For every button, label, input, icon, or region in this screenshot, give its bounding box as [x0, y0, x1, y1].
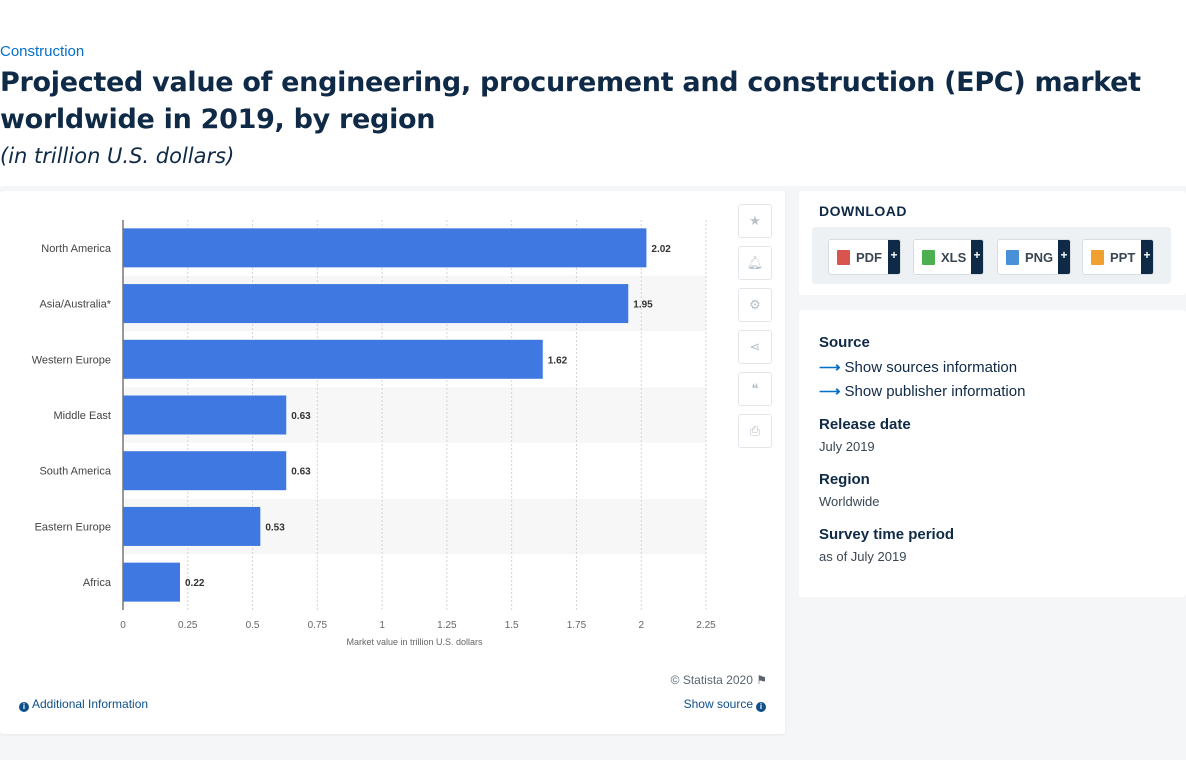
survey-period-heading: Survey time period	[819, 526, 955, 543]
bell-icon: 🔔︎	[746, 255, 764, 270]
xls-file-icon	[922, 249, 935, 265]
favorite-button[interactable]: ★	[738, 204, 772, 238]
download-xls-button[interactable]: XLS +	[913, 239, 984, 275]
x-tick-label: 0	[120, 620, 126, 631]
show-source-link[interactable]: Show source i	[684, 697, 766, 712]
download-xls-label: XLS	[941, 249, 967, 265]
x-axis-title: Market value in trillion U.S. dollars	[346, 637, 483, 647]
plus-icon: +	[971, 240, 983, 274]
print-button[interactable]: ⎙	[738, 414, 772, 448]
category-label: Western Europe	[32, 354, 111, 366]
star-icon: ★	[749, 213, 761, 228]
category-label: Asia/Australia*	[39, 299, 111, 311]
share-button[interactable]: ⋖	[738, 330, 772, 364]
bar[interactable]	[123, 339, 543, 379]
settings-button[interactable]: ⚙	[738, 288, 772, 322]
page-title: Projected value of engineering, procurem…	[0, 67, 1141, 135]
chart-toolbar: ★ 🔔︎ ⚙ ⋖ ❝ ⎙	[738, 204, 772, 456]
bar-value-label: 0.63	[291, 467, 311, 478]
bar[interactable]	[123, 395, 287, 435]
info-icon: i	[756, 702, 766, 712]
copyright-text: © Statista 2020	[670, 673, 753, 687]
page-subtitle: (in trillion U.S. dollars)	[0, 144, 235, 168]
quote-icon: ❝	[751, 381, 759, 396]
region-value: Worldwide	[819, 494, 880, 509]
bar[interactable]	[123, 562, 181, 602]
plus-icon: +	[1141, 240, 1153, 274]
release-date-value: July 2019	[819, 439, 875, 454]
arrow-right-icon: ⟶	[819, 359, 841, 376]
show-sources-label: Show sources information	[844, 359, 1018, 376]
download-pdf-button[interactable]: PDF +	[828, 239, 901, 275]
x-tick-label: 0.5	[246, 620, 260, 631]
x-tick-label: 0.25	[178, 620, 198, 631]
category-label: South America	[39, 466, 111, 478]
chart-card: 0 0.25 0.5 0.75 1 1.25 1.5 1.75 2 2.25 2.02 North A…	[0, 191, 785, 734]
bar-value-label: 2.02	[651, 244, 671, 255]
png-file-icon	[1006, 249, 1019, 265]
x-tick-label: 1.5	[505, 620, 519, 631]
bar-value-label: 0.53	[265, 522, 285, 533]
x-tick-label: 1.25	[437, 620, 457, 631]
show-publisher-label: Show publisher information	[844, 383, 1026, 400]
survey-period-value: as of July 2019	[819, 549, 907, 564]
category-label: Middle East	[54, 410, 111, 422]
bar-value-label: 1.95	[633, 300, 653, 311]
gear-icon: ⚙	[749, 297, 761, 312]
bar[interactable]	[123, 228, 647, 268]
additional-information-label: Additional Information	[32, 697, 149, 711]
show-source-label: Show source	[683, 697, 753, 711]
download-png-label: PNG	[1025, 249, 1054, 265]
notification-button[interactable]: 🔔︎	[738, 246, 772, 280]
x-tick-label: 2	[638, 620, 644, 631]
region-heading: Region	[819, 471, 870, 488]
arrow-right-icon: ⟶	[819, 383, 841, 400]
cite-button[interactable]: ❝	[738, 372, 772, 406]
info-icon: i	[19, 702, 29, 712]
source-heading: Source	[819, 334, 870, 351]
breadcrumb[interactable]: Construction	[0, 43, 85, 60]
flag-icon[interactable]: ⚑	[756, 673, 767, 687]
bar-chart: 0 0.25 0.5 0.75 1 1.25 1.5 1.75 2 2.25 2.02 North A…	[32, 220, 716, 647]
print-icon: ⎙	[749, 423, 761, 438]
x-tick-label: 0.75	[308, 620, 328, 631]
bar[interactable]	[123, 451, 287, 491]
x-tick-label: 1.75	[567, 620, 587, 631]
plus-icon: +	[888, 240, 900, 274]
download-ppt-button[interactable]: PPT +	[1082, 239, 1154, 275]
bar-value-label: 1.62	[548, 355, 568, 366]
bar-value-label: 0.63	[291, 411, 311, 422]
copyright: © Statista 2020 ⚑	[671, 673, 767, 687]
ppt-file-icon	[1091, 249, 1104, 265]
download-ppt-label: PPT	[1110, 249, 1136, 265]
x-tick-label: 1	[379, 620, 385, 631]
download-png-button[interactable]: PNG +	[997, 239, 1071, 275]
x-tick-label: 2.25	[696, 620, 716, 631]
share-icon: ⋖	[749, 339, 761, 354]
additional-information-link[interactable]: i Additional Information	[19, 697, 148, 712]
statistic-info-panel: Source ⟶ Show sources information ⟶ Show p…	[799, 310, 1186, 597]
category-label: North America	[41, 243, 112, 255]
category-label: Africa	[83, 577, 112, 589]
show-publisher-link[interactable]: ⟶ Show publisher information	[819, 382, 1025, 400]
category-label: Eastern Europe	[35, 521, 111, 533]
download-buttons: PDF + XLS + PNG + PPT +	[812, 227, 1171, 284]
bar[interactable]	[123, 284, 629, 324]
download-panel: DOWNLOAD PDF + XLS + PNG + PPT +	[799, 191, 1186, 295]
plus-icon: +	[1058, 240, 1070, 274]
show-sources-link[interactable]: ⟶ Show sources information	[819, 358, 1017, 376]
page-header	[0, 0, 1186, 186]
bar[interactable]	[123, 506, 261, 546]
download-pdf-label: PDF	[856, 249, 882, 265]
release-date-heading: Release date	[819, 416, 911, 433]
bar-value-label: 0.22	[185, 578, 205, 589]
pdf-file-icon	[837, 249, 850, 265]
download-title: DOWNLOAD	[819, 203, 907, 219]
